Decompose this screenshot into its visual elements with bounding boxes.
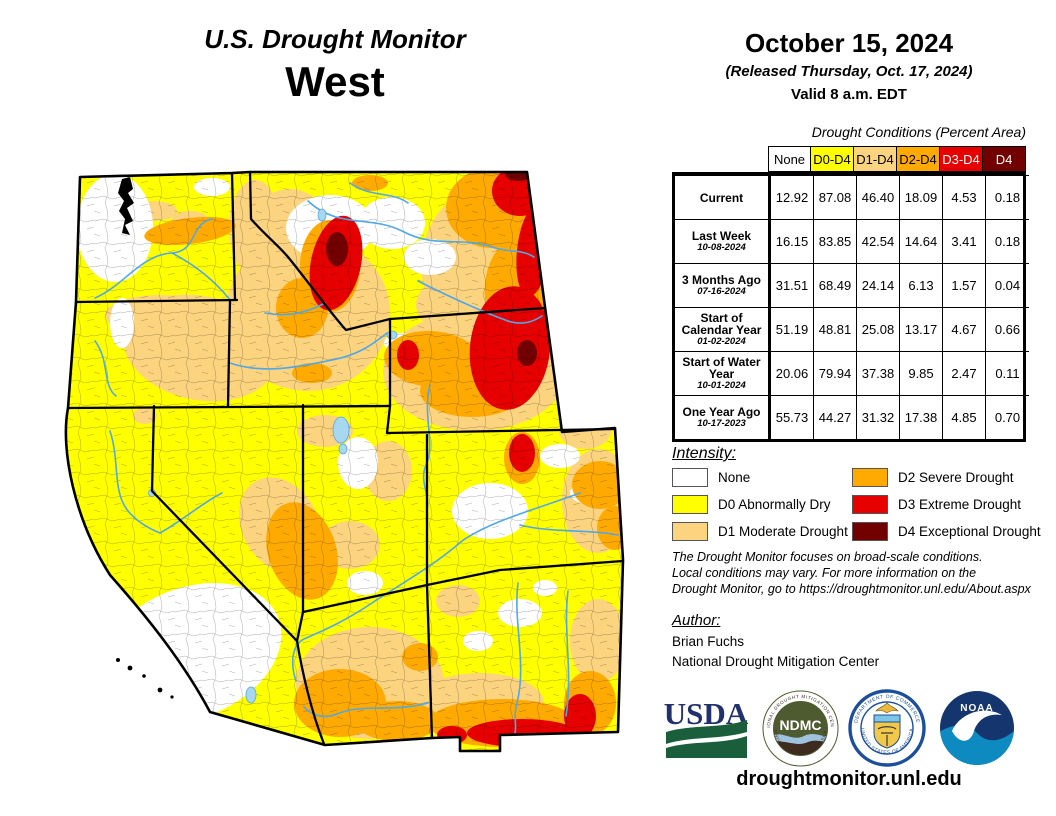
drought-map: [64, 170, 625, 753]
col-header-d0-d4: D0-D4: [810, 146, 854, 172]
footer-url: droughtmonitor.unl.edu: [736, 768, 962, 790]
svg-text:NOAA: NOAA: [960, 703, 993, 714]
region-title: West: [285, 58, 385, 105]
table-caption: Drought Conditions (Percent Area): [811, 124, 1026, 140]
table-header-row: None D0-D4 D1-D4 D2-D4 D3-D4 D4: [671, 146, 1026, 172]
legend-title: Intensity:: [672, 445, 737, 462]
author-name: Brian Fuchs: [672, 634, 745, 649]
puget-sound: [118, 177, 134, 235]
release-date: (Released Thursday, Oct. 17, 2024): [725, 63, 973, 80]
d4-swatch: [852, 522, 888, 541]
table-row: Current: [675, 175, 771, 219]
d3-swatch: [852, 495, 888, 514]
col-header-d3-d4: D3-D4: [939, 146, 983, 172]
legend-item-d4: D4 Exceptional Drought: [852, 522, 1041, 541]
table-row: Last Week 10-08-2024: [675, 219, 771, 263]
report-title: U.S. Drought Monitor: [204, 24, 466, 54]
col-header-none: None: [768, 146, 811, 172]
map-outline: [64, 170, 625, 753]
d1-swatch: [672, 522, 708, 541]
noaa-logo: NOAA: [940, 691, 1014, 765]
table-row: Start of Water Year 10-01-2024: [675, 351, 771, 395]
drought-shading: [65, 172, 624, 751]
table-header-spacer: [671, 146, 768, 170]
author-org: National Drought Mitigation Center: [672, 654, 880, 669]
legend-item-d3: D3 Extreme Drought: [852, 495, 1041, 514]
table-row: One Year Ago 10-17-2023: [675, 395, 771, 439]
county-lines: [65, 172, 624, 751]
valid-time: Valid 8 a.m. EDT: [791, 86, 907, 103]
channel-islands: [116, 658, 174, 699]
col-header-d1-d4: D1-D4: [853, 146, 897, 172]
legend-column-right: D2 Severe Drought D3 Extreme Drought D4 …: [852, 468, 1041, 541]
ndmc-logo: NDMC NATIONAL DROUGHT MITIGATION CENTER …: [762, 690, 839, 767]
author-heading: Author:: [672, 612, 721, 629]
col-header-d2-d4: D2-D4: [896, 146, 940, 172]
none-swatch: [672, 468, 708, 487]
drought-table: None D0-D4 D1-D4 D2-D4 D3-D4 D4 Current …: [671, 146, 1029, 442]
table-row: 3 Months Ago 07-16-2024: [675, 263, 771, 307]
legend-item-d2: D2 Severe Drought: [852, 468, 1041, 487]
usda-logo: USDA: [664, 696, 749, 758]
legend-item-d1: D1 Moderate Drought: [672, 522, 848, 541]
commerce-logo: DEPARTMENT OF COMMERCE UNITED STATES OF …: [848, 689, 926, 767]
table-body: Current 12.92 87.08 46.40 18.09 4.53 0.1…: [672, 172, 1029, 442]
d0-swatch: [672, 495, 708, 514]
d2-swatch: [852, 468, 888, 487]
svg-text:NDMC: NDMC: [780, 717, 822, 733]
col-header-d4: D4: [982, 146, 1026, 172]
table-row: Start of Calendar Year 01-02-2024: [675, 307, 771, 351]
map-date: October 15, 2024: [744, 28, 954, 58]
legend-item-d0: D0 Abnormally Dry: [672, 495, 848, 514]
legend-item-none: None: [672, 468, 848, 487]
legend-column-left: None D0 Abnormally Dry D1 Moderate Droug…: [672, 468, 848, 541]
disclaimer-text: The Drought Monitor focuses on broad-sca…: [672, 550, 1031, 596]
